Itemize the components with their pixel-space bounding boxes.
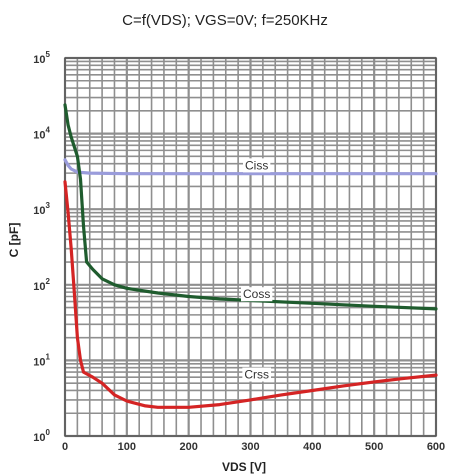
x-tick-labels: 0 100 200 300 400 500 600 — [62, 441, 445, 453]
series-label-bg — [242, 367, 272, 382]
x-tick-label: 300 — [241, 441, 259, 453]
x-tick-label: 200 — [179, 441, 197, 453]
y-tick-exponent: 1 — [46, 352, 51, 361]
series-label-ciss: Ciss — [245, 158, 268, 172]
y-tick-base: 10 — [33, 130, 45, 142]
series-label-coss: Coss — [243, 287, 270, 301]
y-tick-exponent: 4 — [46, 126, 51, 135]
y-tick-label: 101 — [33, 352, 50, 368]
y-tick-label: 104 — [33, 126, 50, 142]
series-label-bg — [243, 158, 271, 173]
y-tick-base: 10 — [33, 432, 45, 444]
x-tick-label: 600 — [427, 441, 445, 453]
series-label-crss: Crss — [244, 368, 269, 382]
y-tick-base: 10 — [33, 205, 45, 217]
x-axis-label: VDS [V] — [222, 460, 266, 474]
y-tick-base: 10 — [33, 54, 45, 66]
chart-title: C=f(VDS); VGS=0V; f=250KHz — [122, 12, 328, 29]
y-tick-label: 103 — [33, 201, 50, 217]
y-tick-exponent: 0 — [46, 428, 51, 437]
y-tick-exponent: 2 — [46, 277, 51, 286]
plot-frame — [64, 57, 437, 437]
x-tick-label: 100 — [118, 441, 136, 453]
y-tick-label: 102 — [33, 277, 50, 293]
series-line-crss — [63, 180, 438, 409]
series-line-ciss — [63, 158, 438, 176]
y-axis-label: C [pF] — [7, 223, 21, 258]
series-labels: Ciss Coss Crss — [241, 158, 273, 382]
x-tick-label: 0 — [62, 441, 68, 453]
series-label-bg — [241, 287, 273, 302]
x-tick-label: 400 — [303, 441, 321, 453]
y-tick-label: 100 — [33, 428, 50, 444]
y-tick-exponent: 5 — [46, 50, 51, 59]
y-tick-base: 10 — [33, 281, 45, 293]
x-tick-label: 500 — [365, 441, 383, 453]
y-tick-label: 105 — [33, 50, 50, 66]
y-tick-base: 10 — [33, 356, 45, 368]
y-tick-exponent: 3 — [46, 201, 51, 210]
